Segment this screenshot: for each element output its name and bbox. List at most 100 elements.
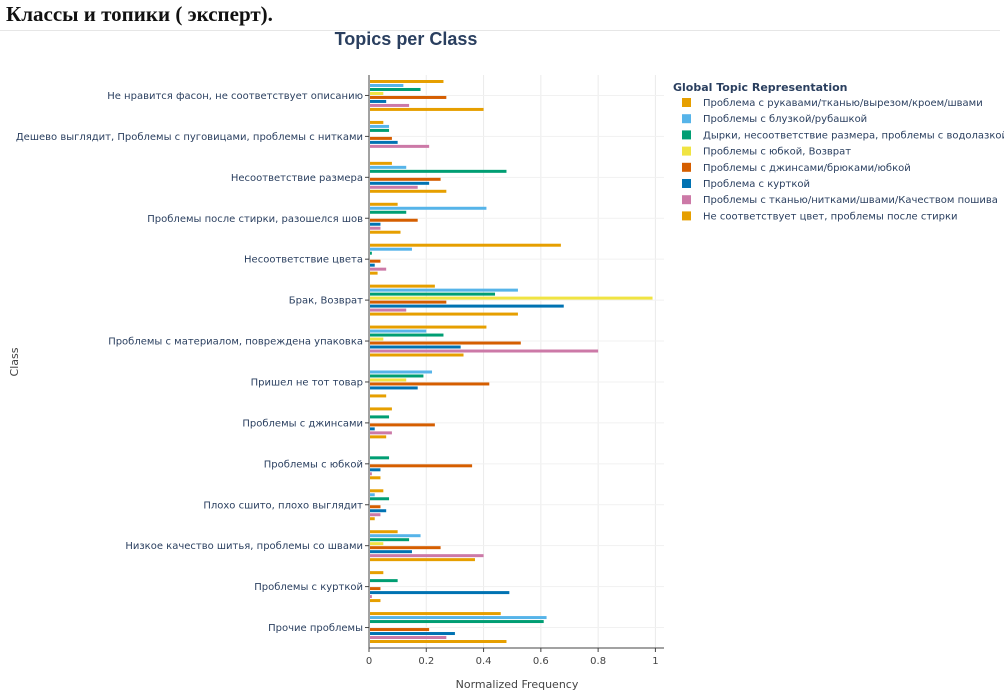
- legend-entry[interactable]: Проблемы с тканью/нитками/швами/Качество…: [703, 195, 998, 206]
- bar[interactable]: [370, 415, 390, 419]
- bar[interactable]: [370, 247, 412, 251]
- bar[interactable]: [370, 550, 412, 554]
- bar[interactable]: [370, 202, 398, 206]
- bar[interactable]: [370, 571, 384, 575]
- legend-entry[interactable]: Проблема с курткой: [703, 179, 810, 190]
- bar[interactable]: [370, 374, 424, 378]
- bar[interactable]: [370, 189, 447, 193]
- bar[interactable]: [370, 517, 375, 521]
- bar[interactable]: [370, 300, 447, 304]
- bar[interactable]: [370, 636, 447, 640]
- bar[interactable]: [370, 271, 378, 275]
- bar[interactable]: [370, 431, 392, 435]
- bar[interactable]: [370, 435, 387, 439]
- bar[interactable]: [370, 427, 375, 431]
- bar[interactable]: [370, 591, 510, 595]
- legend-entry[interactable]: Проблемы с джинсами/брюками/юбкой: [703, 163, 911, 174]
- bar[interactable]: [370, 308, 407, 312]
- bar[interactable]: [370, 95, 447, 99]
- bar[interactable]: [370, 472, 372, 476]
- bar[interactable]: [370, 87, 421, 91]
- bar[interactable]: [370, 136, 392, 140]
- bar[interactable]: [370, 456, 390, 460]
- bar[interactable]: [370, 99, 387, 103]
- bar[interactable]: [370, 464, 473, 468]
- bar[interactable]: [370, 542, 384, 546]
- legend[interactable]: Global Topic Representation Проблема с р…: [673, 81, 1004, 222]
- bar[interactable]: [370, 370, 433, 374]
- bar[interactable]: [370, 124, 390, 128]
- bar[interactable]: [370, 267, 387, 271]
- bar[interactable]: [370, 259, 381, 263]
- bar[interactable]: [370, 423, 435, 427]
- bar[interactable]: [370, 353, 464, 357]
- bar[interactable]: [370, 489, 384, 493]
- bar[interactable]: [370, 407, 392, 411]
- bar[interactable]: [370, 185, 418, 189]
- bar[interactable]: [370, 288, 518, 292]
- bar[interactable]: [370, 554, 484, 558]
- bar[interactable]: [370, 169, 507, 173]
- bar[interactable]: [370, 304, 564, 308]
- bar[interactable]: [370, 144, 430, 148]
- bar[interactable]: [370, 497, 390, 501]
- bar[interactable]: [370, 530, 398, 534]
- bar[interactable]: [370, 230, 401, 234]
- bar[interactable]: [370, 628, 430, 632]
- bar[interactable]: [370, 218, 418, 222]
- bar[interactable]: [370, 345, 461, 349]
- bar[interactable]: [370, 513, 381, 517]
- bar[interactable]: [370, 349, 599, 353]
- bar[interactable]: [370, 558, 475, 562]
- bar[interactable]: [370, 284, 435, 288]
- bar[interactable]: [370, 161, 392, 165]
- bar[interactable]: [370, 386, 418, 390]
- bar[interactable]: [370, 325, 487, 329]
- bar[interactable]: [370, 493, 375, 497]
- bar[interactable]: [370, 632, 455, 636]
- bar[interactable]: [370, 341, 521, 345]
- bar[interactable]: [370, 599, 381, 603]
- bar[interactable]: [370, 476, 381, 480]
- bar[interactable]: [370, 329, 427, 333]
- legend-entry[interactable]: Проблемы с блузкой/рубашкой: [703, 114, 867, 125]
- legend-entry[interactable]: Дырки, несоответствие размера, проблемы …: [703, 130, 1004, 141]
- bar[interactable]: [370, 378, 407, 382]
- bar[interactable]: [370, 181, 430, 185]
- bar[interactable]: [370, 612, 501, 616]
- bar[interactable]: [370, 505, 381, 509]
- bar[interactable]: [370, 337, 384, 341]
- bar[interactable]: [370, 468, 381, 472]
- legend-entry[interactable]: Не соответствует цвет, проблемы после ст…: [703, 211, 958, 222]
- bar[interactable]: [370, 140, 398, 144]
- bar[interactable]: [370, 91, 384, 95]
- bar[interactable]: [370, 251, 372, 255]
- bar[interactable]: [370, 640, 507, 643]
- bar[interactable]: [370, 165, 407, 169]
- bar[interactable]: [370, 83, 404, 87]
- bar[interactable]: [370, 103, 410, 107]
- bar[interactable]: [370, 243, 561, 247]
- bar[interactable]: [370, 595, 372, 599]
- bar[interactable]: [370, 177, 441, 181]
- bar[interactable]: [370, 226, 381, 230]
- legend-entry[interactable]: Проблемы с юбкой, Возврат: [703, 147, 851, 158]
- bar[interactable]: [370, 296, 653, 300]
- bar[interactable]: [370, 210, 407, 214]
- bar[interactable]: [370, 80, 444, 83]
- legend-entry[interactable]: Проблема с рукавами/тканью/вырезом/кроем…: [703, 98, 983, 109]
- bar[interactable]: [370, 579, 398, 583]
- bar[interactable]: [370, 620, 544, 624]
- bar[interactable]: [370, 128, 390, 132]
- bar[interactable]: [370, 333, 444, 337]
- bar[interactable]: [370, 382, 490, 386]
- bar[interactable]: [370, 534, 421, 538]
- bar[interactable]: [370, 546, 441, 550]
- bar[interactable]: [370, 616, 547, 620]
- bar[interactable]: [370, 120, 384, 124]
- bar[interactable]: [370, 538, 410, 542]
- bar[interactable]: [370, 509, 387, 513]
- bar[interactable]: [370, 312, 518, 316]
- bar[interactable]: [370, 587, 381, 591]
- bar[interactable]: [370, 292, 496, 296]
